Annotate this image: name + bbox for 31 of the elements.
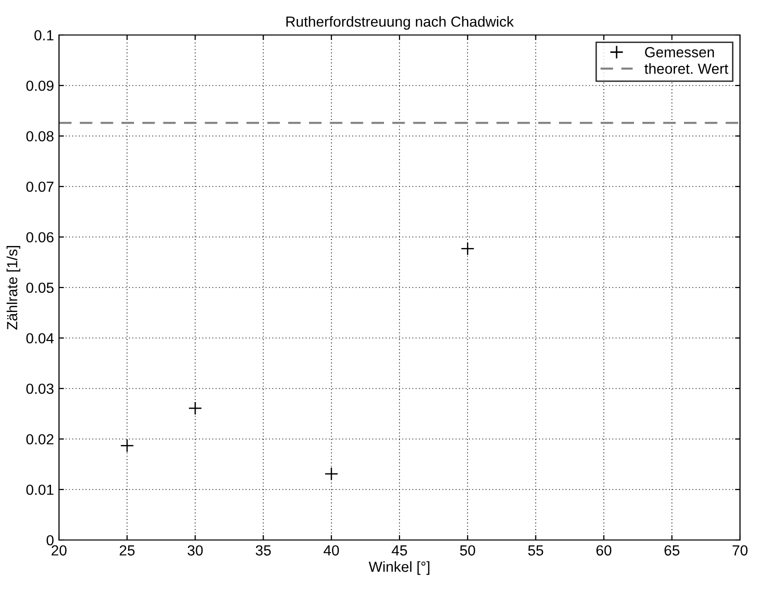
y-tick-label: 0.02 [26,434,54,444]
x-tick-label: 60 [596,545,612,556]
legend-label: Gemessen [645,47,714,58]
chart-title: Rutherfordstreuung nach Chadwick [286,16,514,30]
y-tick-label: 0.09 [26,80,54,91]
x-tick-label: 30 [188,545,203,556]
point [324,466,338,481]
x-axis-title: Winkel [°] [368,561,430,575]
x-tick-label: 55 [528,545,544,556]
y-tick-label: 0.06 [26,232,54,242]
x-tick-label: 45 [392,545,407,556]
point [188,401,202,416]
x-tick-label: 40 [324,545,339,556]
x-tick-label: 70 [732,545,748,556]
x-tick-label: 20 [52,545,67,556]
y-tick-label: 0.03 [26,384,54,394]
y-tick-label: 0.07 [26,182,54,192]
y-tick-label: 0.1 [34,30,54,40]
y-axis-title: Zählrate [1/s] [6,246,20,330]
y-tick-label: 0.01 [26,484,54,495]
x-tick-label: 35 [256,545,271,556]
y-tick-label: 0.04 [26,333,54,344]
x-tick-label: 65 [664,545,680,556]
x-tick-label: 25 [120,545,135,556]
point [460,242,474,256]
y-tick-label: 0.05 [26,282,54,293]
legend-label: theoret. Wert [644,63,728,74]
point [120,438,134,452]
y-tick-label: 0 [46,535,54,546]
x-tick-label: 50 [460,545,476,556]
y-tick-label: 0.08 [26,131,54,142]
